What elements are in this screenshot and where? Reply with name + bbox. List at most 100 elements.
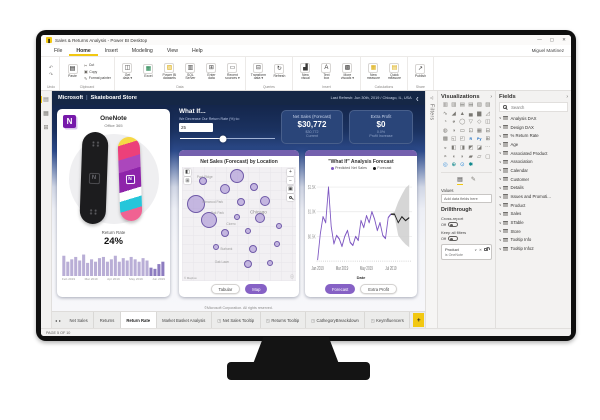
sales-bubble[interactable] (186, 195, 205, 214)
field-item[interactable]: ∨ % Return Rate (499, 131, 568, 140)
menu-item-insert[interactable]: Insert (104, 47, 118, 54)
sales-bubble[interactable] (244, 259, 253, 268)
chevron-expand-icon[interactable]: ∨ (499, 220, 502, 225)
model-view-button[interactable]: ⊞ (43, 125, 49, 131)
forecast-line-chart[interactable]: $1.5K $1.0K $0.5K Jan 2019 Mar 2019 May 2019 J… (307, 171, 415, 275)
fields-search[interactable] (499, 102, 568, 112)
field-item[interactable]: ∨ Analysis DAX (499, 114, 568, 123)
keep-filters-toggle[interactable] (448, 236, 458, 242)
viz-type-icon[interactable]: ⊞ (485, 136, 491, 143)
sales-bubble[interactable] (266, 259, 273, 266)
map-area[interactable]: Park Ridge Elmwood Park Oak Park Chicago Cic… (182, 166, 296, 281)
viz-type-icon[interactable]: ◒ (443, 145, 447, 152)
chevron-expand-icon[interactable]: ∨ (499, 133, 502, 138)
chevron-expand-icon[interactable]: ∨ (499, 177, 502, 182)
viz-type-icon[interactable]: ◕ (452, 119, 456, 126)
viz-type-icon[interactable]: ▤ (459, 102, 465, 109)
drillthrough-field-chip[interactable]: Product ∨ ✕ is OneNote (441, 244, 492, 261)
get-data-button[interactable]: ◫ Get data ▾ (122, 62, 133, 81)
viz-type-icon[interactable]: ⋯ (485, 145, 491, 152)
search-input[interactable] (509, 103, 564, 111)
viz-type-icon[interactable]: ◧ (451, 145, 457, 152)
page-tab-keyinfluencers[interactable]: ◳ KeyInfluencers (365, 312, 411, 328)
info-icon[interactable]: ⓘ (290, 274, 294, 279)
viz-type-icon[interactable]: ◪ (476, 145, 482, 152)
viz-type-icon[interactable]: ◩ (468, 145, 474, 152)
chevron-expand-icon[interactable]: ∨ (499, 116, 502, 121)
viz-type-icon[interactable]: ◖ (452, 153, 456, 160)
viz-type-icon[interactable]: ▦ (476, 127, 482, 134)
undo-redo-icon[interactable]: ↶ (48, 64, 54, 71)
viz-type-icon[interactable]: ◇ (477, 119, 482, 126)
chevron-expand-icon[interactable]: ∨ (499, 203, 502, 208)
zoom-out-button[interactable]: − (287, 177, 294, 184)
sales-bubble[interactable] (249, 183, 258, 192)
menu-item-file[interactable]: File (54, 47, 63, 54)
collapse-pane-icon[interactable]: › (566, 94, 568, 100)
kpi-extra-profit[interactable]: Extra Profit $0 0.0% Profit Increase (349, 110, 413, 144)
quick-measure-button[interactable]: ▤ Quick measure (387, 62, 402, 81)
viz-type-icon[interactable]: ◰ (459, 136, 465, 143)
field-item[interactable]: ∨ Association (499, 157, 568, 166)
viz-type-icon[interactable]: ◓ (443, 153, 447, 160)
tabular-button[interactable]: Tabular (210, 284, 241, 294)
page-tab-net-sales[interactable]: Net Sales (64, 312, 95, 328)
map-button[interactable]: Map (245, 284, 268, 294)
sales-bubble[interactable] (198, 177, 207, 186)
page-tab-return-rate[interactable]: Return Rate (120, 312, 157, 328)
map-layer-button[interactable]: ◧ (184, 168, 191, 176)
build-visual-tab[interactable]: ▤ (457, 176, 463, 185)
undo-redo-icon[interactable]: ↷ (48, 71, 54, 78)
field-item[interactable]: ∨ Age (499, 140, 568, 149)
viz-type-icon[interactable]: ▥ (442, 102, 448, 109)
expand-filters-icon[interactable]: ◁ (429, 95, 434, 100)
chevron-expand-icon[interactable]: ∨ (499, 229, 502, 234)
sales-bubble[interactable] (221, 228, 230, 237)
chevron-expand-icon[interactable]: ∨ (499, 237, 502, 242)
format-painter-button[interactable]: ✎ Format painter (84, 75, 111, 81)
chevron-expand-icon[interactable]: ∨ (499, 142, 502, 147)
remove-field-icon[interactable]: ✕ (478, 247, 482, 252)
viz-type-icon[interactable]: ◱ (451, 136, 457, 143)
chevron-down-icon[interactable]: ∨ (474, 247, 477, 252)
viz-type-icon[interactable]: ◔ (443, 119, 447, 126)
viz-type-icon[interactable]: ◑ (452, 127, 456, 134)
zoom-in-button[interactable]: + (287, 168, 294, 176)
field-item[interactable]: ∨ Tooltip Info2 (499, 244, 568, 253)
field-item[interactable]: ∨ Calendar (499, 166, 568, 175)
viz-type-icon[interactable]: ▽ (468, 119, 473, 126)
viz-type-icon[interactable]: ▱ (477, 153, 482, 160)
onenote-product-card[interactable]: N OneNote Office 365 N (57, 109, 170, 297)
collapse-pane-icon[interactable]: › (490, 94, 492, 100)
viz-type-icon[interactable]: ∿ (442, 110, 448, 117)
tabs-next-arrow[interactable]: ▸ (59, 317, 62, 323)
viz-type-icon[interactable]: R (469, 137, 473, 142)
extra-profit-toggle-button[interactable]: Extra Profit (360, 284, 397, 294)
viz-type-icon[interactable]: ▤ (468, 102, 474, 109)
forecast-toggle-button[interactable]: Forecast (324, 284, 356, 294)
slider-thumb[interactable] (219, 135, 227, 142)
data-view-button[interactable]: ▦ (43, 111, 49, 117)
viz-type-icon[interactable]: ◫ (485, 119, 491, 126)
viz-type-icon[interactable]: ◢ (451, 110, 456, 117)
cut-button[interactable]: ✂ Cut (84, 62, 95, 68)
chevron-expand-icon[interactable]: ∨ (499, 185, 502, 190)
collapse-filters-icon[interactable]: ❮ (415, 95, 419, 101)
menu-item-view[interactable]: View (166, 47, 178, 54)
field-item[interactable]: ∨ Product (499, 201, 568, 210)
sales-bubble[interactable] (254, 213, 265, 224)
field-item[interactable]: ∨ Issues and Promoti... (499, 192, 568, 201)
tabs-prev-arrow[interactable]: ◂ (55, 317, 58, 323)
field-item[interactable]: ∨ Tooltip Info (499, 236, 568, 245)
sales-bubble[interactable] (260, 195, 271, 206)
menu-item-home[interactable]: Home (69, 45, 97, 56)
viz-type-icon[interactable]: Py (477, 137, 482, 142)
transform-data-button[interactable]: ⊟ Transform data ▾ (250, 62, 267, 81)
chevron-expand-icon[interactable]: ∨ (499, 246, 502, 251)
menu-item-modeling[interactable]: Modeling (131, 47, 153, 54)
field-item[interactable]: ∨ Design DAX (499, 123, 568, 132)
sales-bubble[interactable] (233, 213, 240, 220)
maximize-button[interactable]: ▢ (549, 37, 555, 42)
page-tab-returns-tooltip[interactable]: ◳ Returns Tooltip (261, 312, 306, 328)
sales-bubble[interactable] (201, 212, 218, 229)
